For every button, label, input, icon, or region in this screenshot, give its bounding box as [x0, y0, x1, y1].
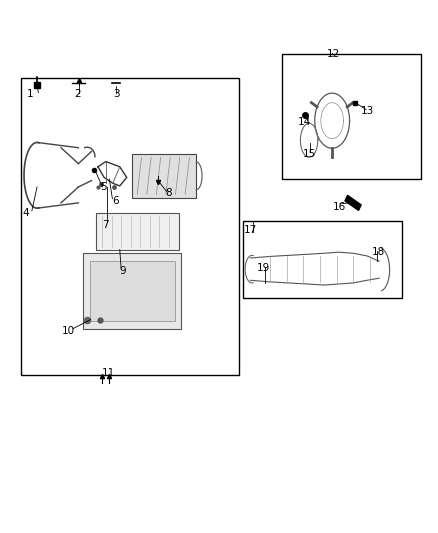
Bar [96, 214, 179, 249]
Text: 3: 3 [113, 89, 120, 99]
Text: 2: 2 [74, 89, 81, 99]
Bar [282, 54, 421, 179]
Bar [90, 261, 175, 320]
Text: 4: 4 [22, 208, 28, 219]
Text: 18: 18 [372, 247, 385, 257]
Bar [243, 221, 402, 298]
Text: 13: 13 [361, 106, 374, 116]
Polygon shape [345, 196, 361, 211]
Text: 19: 19 [257, 263, 270, 272]
Text: 10: 10 [62, 326, 75, 336]
Text: 11: 11 [102, 368, 116, 377]
Text: 5: 5 [100, 182, 107, 192]
Text: 6: 6 [112, 196, 119, 206]
Text: 1: 1 [26, 89, 33, 99]
Bar [83, 253, 181, 328]
Text: 12: 12 [326, 50, 339, 59]
Text: 9: 9 [119, 266, 126, 276]
Bar [21, 78, 239, 375]
Text: 7: 7 [102, 220, 109, 230]
Text: 8: 8 [166, 188, 172, 198]
Text: 16: 16 [333, 201, 346, 212]
Bar [132, 154, 196, 198]
Text: 15: 15 [303, 149, 316, 158]
Text: 17: 17 [244, 225, 257, 236]
Text: 14: 14 [298, 117, 311, 127]
